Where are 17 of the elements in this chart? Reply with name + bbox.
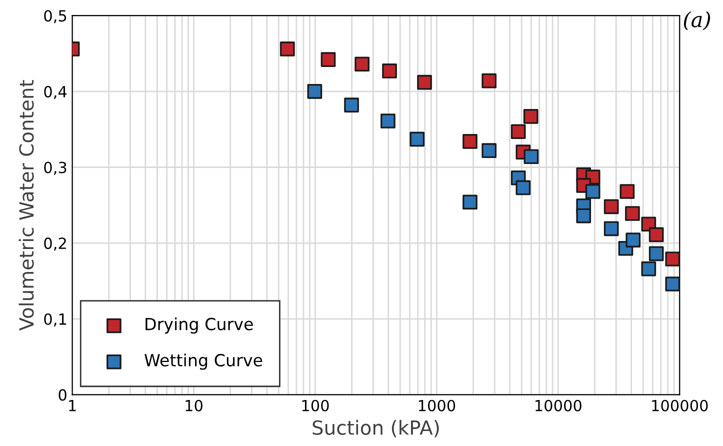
x-tick-label: 100000 — [652, 400, 708, 412]
y-tick-label: 0,3 — [44, 162, 66, 175]
y-tick-label: 0 — [58, 389, 66, 401]
text: (a) — [684, 11, 710, 30]
y-tick-label: 0,1 — [44, 313, 66, 326]
y-tick-label: 0,5 — [44, 10, 66, 24]
x-tick-label: 1 — [69, 400, 76, 412]
y-tick-label: 0,4 — [44, 86, 67, 100]
x-axis-title: Suction (kPA) — [312, 420, 439, 438]
x-tick-label: 1000 — [418, 400, 456, 412]
legend-label: Drying Curve — [146, 317, 253, 334]
x-tick-label: 10 — [186, 400, 202, 412]
legend-label: Wetting Curve — [144, 354, 262, 370]
y-tick-label: 0,2 — [44, 238, 66, 251]
x-tick-label: 100 — [302, 400, 329, 412]
x-tick-label: 10000 — [536, 400, 582, 412]
y-axis-title: Volumetric Water Content — [18, 80, 34, 331]
